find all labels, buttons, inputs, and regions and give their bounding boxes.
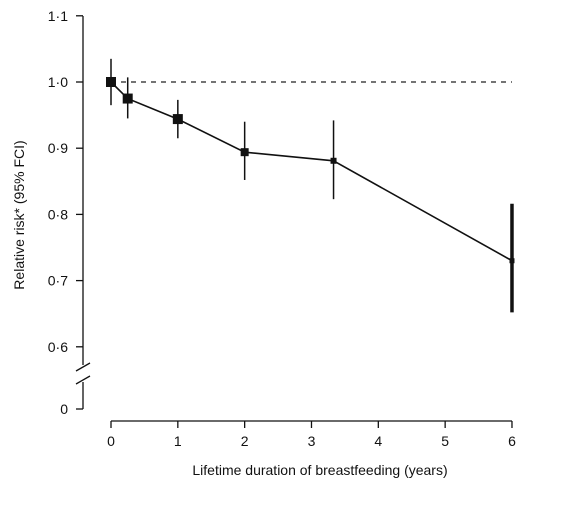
data-point: [240, 148, 249, 157]
y-tick-label: 0·7: [48, 273, 68, 289]
y-axis-label: Relative risk* (95% FCI): [11, 140, 27, 289]
series-line-group: [110, 81, 513, 262]
y-tick-label: 0·8: [48, 206, 68, 222]
error-bars: [110, 58, 514, 313]
x-axis-label: Lifetime duration of breastfeeding (year…: [192, 462, 447, 478]
markers: [106, 77, 515, 264]
data-point: [330, 157, 337, 164]
data-point: [122, 93, 133, 104]
x-tick-label: 5: [441, 433, 449, 449]
data-point: [172, 114, 183, 125]
y-tick-label: 1·0: [48, 74, 68, 90]
x-tick-label: 3: [308, 433, 316, 449]
x-tick-label: 0: [107, 433, 115, 449]
axes: [75, 15, 513, 428]
series-line: [110, 81, 513, 262]
y-tick-label: 1·1: [48, 8, 68, 24]
tick-labels: 0 0·6 0·7 0·8 0·9 1·0 1·1 0 1 2 3 4 5 6: [48, 8, 516, 449]
x-tick-label: 4: [374, 433, 382, 449]
x-tick-label: 1: [174, 433, 182, 449]
x-tick-label: 6: [508, 433, 516, 449]
y-tick-label: 0: [60, 401, 68, 417]
x-tick-label: 2: [241, 433, 249, 449]
y-tick-label: 0·9: [48, 140, 68, 156]
axis-break-mark: [75, 375, 91, 385]
y-tick-label: 0·6: [48, 339, 68, 355]
data-point: [509, 258, 515, 264]
data-point: [106, 77, 116, 87]
axis-break-mark: [75, 362, 91, 372]
